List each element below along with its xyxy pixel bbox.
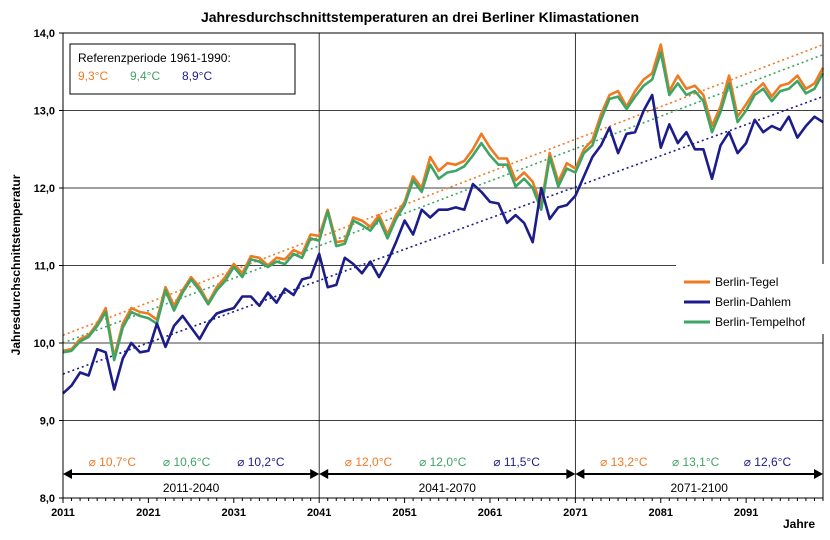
x-tick-label: 2051 [392,507,416,519]
y-tick-label: 10,0 [34,338,55,350]
reference-value-tegel: 9,3°C [78,69,108,83]
y-axis-label: Jahresdurchschnittstemperatur [9,174,23,355]
x-tick-label: 2041 [307,507,331,519]
legend-label-tempelhof: Berlin-Tempelhof [715,315,806,329]
trendlines [62,43,824,375]
period-label: 2041-2070 [419,481,477,495]
legend-label-tegel: Berlin-Tegel [715,275,778,289]
y-tick-label: 11,0 [34,261,55,273]
period-average: ⌀ 12,0°C [345,455,393,469]
legend-label-dahlem: Berlin-Dahlem [715,295,791,309]
period-label: 2011-2040 [163,481,220,495]
period-average: ⌀ 10,7°C [89,455,137,469]
series-line [62,93,824,395]
period-arrow-head-right [310,469,320,479]
reference-title: Referenzperiode 1961-1990: [78,51,231,65]
x-axis-label: Jahre [783,517,815,531]
legend: Berlin-Tegel Berlin-Dahlem Berlin-Tempel… [676,264,826,334]
period-average: ⌀ 10,6°C [163,455,211,469]
series-line [62,51,825,362]
period-arrow-head-left [319,469,329,479]
chart-title: Jahresdurchschnittstemperaturen an drei … [201,9,639,25]
reference-value-dahlem: 8,9°C [182,69,212,83]
period-arrow-head-left [63,469,72,479]
reference-box: Referenzperiode 1961-1990: 9,3°C 9,4°C 8… [69,43,296,95]
series-lines [62,43,825,395]
y-tick-label: 8,0 [40,493,55,505]
period-arrow-head-left [575,469,585,479]
y-tick-label: 14,0 [34,28,55,40]
period-average: ⌀ 12,0°C [419,455,467,469]
trendline [62,53,824,344]
period-arrow-head-right [814,469,823,479]
y-tick-label: 13,0 [34,106,55,118]
y-tick-label: 12,0 [34,183,55,195]
x-tick-label: 2081 [649,507,673,519]
period-average: ⌀ 12,6°C [744,455,792,469]
x-tick-label: 2091 [734,507,758,519]
reference-box-frame [69,43,296,95]
x-tick-label: 2021 [136,507,160,519]
period-label: 2071-2100 [670,481,728,495]
period-average: ⌀ 10,2°C [237,455,285,469]
period-average: ⌀ 13,1°C [672,455,720,469]
period-average: ⌀ 11,5°C [493,455,540,469]
period-arrow-head-right [566,469,576,479]
x-tick-label: 2011 [51,507,75,519]
x-tick-label: 2071 [563,507,587,519]
x-tick-label: 2061 [478,507,502,519]
y-tick-label: 9,0 [40,416,55,428]
reference-value-tempelhof: 9,4°C [130,69,160,83]
period-annotations: 2011-2040 ⌀ 10,7°C ⌀ 10,6°C ⌀ 10,2°C 2041-20… [63,455,823,495]
trendline [62,43,824,336]
period-average: ⌀ 13,2°C [600,455,648,469]
x-tick-label: 2031 [222,507,246,519]
